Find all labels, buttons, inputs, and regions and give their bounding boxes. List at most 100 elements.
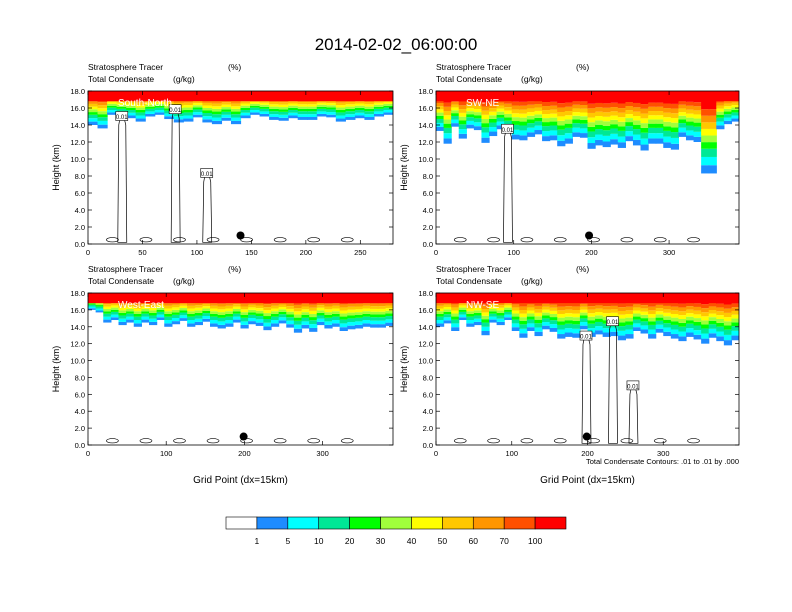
tracer-cell	[458, 105, 467, 110]
y-tick-label: 8.0	[75, 373, 85, 382]
tracer-cell	[473, 108, 483, 113]
tracer-cell	[648, 313, 657, 318]
tracer-cell	[640, 113, 649, 119]
tracer-cell	[383, 110, 393, 113]
tracer-cell	[723, 100, 733, 104]
tracer-cell	[250, 101, 261, 104]
tracer-cell	[473, 305, 483, 308]
tracer-cell	[269, 101, 280, 105]
tracer-cell	[221, 102, 232, 105]
tracer-cell	[685, 313, 695, 317]
tracer-cell	[436, 126, 445, 131]
panel-label: South-North	[118, 98, 172, 109]
tracer-cell	[383, 101, 393, 104]
tracer-cell	[466, 305, 475, 309]
tracer-cell	[149, 315, 158, 319]
tracer-cell	[354, 107, 366, 111]
tracer-cell	[489, 115, 498, 119]
tracer-cell	[149, 312, 158, 316]
y-tick-label: 18.0	[418, 87, 433, 96]
tracer-cell	[716, 114, 725, 118]
tracer-cell	[141, 311, 150, 314]
tracer-cell	[307, 117, 318, 120]
tracer-cell	[595, 312, 604, 316]
tracer-cell	[309, 310, 318, 314]
tracer-cell	[126, 316, 135, 320]
tracer-cell	[549, 320, 558, 325]
tracer-cell	[549, 109, 558, 114]
tracer-cell	[663, 112, 672, 118]
tracer-cell	[473, 112, 483, 116]
condensate-contour	[273, 438, 287, 444]
tracer-cell	[663, 117, 672, 122]
tracer-cell	[232, 311, 242, 314]
tracer-cell	[443, 317, 452, 321]
y-tick-label: 16.0	[418, 306, 433, 315]
tracer-cell	[259, 111, 270, 114]
contour-label: 0.01	[200, 168, 213, 178]
tracer-cell	[519, 310, 528, 314]
tracer-cell	[263, 313, 272, 317]
tracer-cell	[316, 305, 325, 308]
tracer-cell	[595, 134, 604, 140]
tracer-cell	[610, 305, 619, 310]
tracer-cell	[663, 319, 672, 324]
tracer-cell	[655, 133, 664, 139]
tracer-cell	[670, 143, 680, 150]
tracer-cell	[716, 326, 725, 332]
tracer-cell	[731, 330, 739, 336]
tracer-cell	[534, 100, 543, 105]
tracer-cell	[248, 312, 257, 315]
tracer-cell	[194, 310, 203, 313]
condensate-contour	[628, 384, 639, 444]
tracer-cell	[339, 316, 348, 320]
tracer-cell	[473, 312, 483, 316]
tracer-cell	[564, 106, 573, 112]
tracer-cell	[345, 101, 356, 105]
tracer-cell	[126, 101, 137, 104]
tracer-cell	[269, 111, 280, 115]
tracer-cell	[670, 127, 680, 133]
tracer-cell	[269, 104, 280, 107]
tracer-cell	[192, 105, 203, 108]
tracer-cell	[339, 323, 348, 328]
panel-label: NW-SE	[466, 300, 499, 311]
x-tick-label: 100	[191, 248, 204, 257]
tracer-cell	[534, 331, 543, 337]
tracer-cell	[210, 323, 219, 327]
tracer-cell	[632, 116, 642, 121]
tracer-cell	[259, 106, 270, 109]
tracer-cell	[259, 102, 270, 105]
tracer-cell	[504, 107, 513, 111]
tracer-cell	[708, 310, 717, 314]
tracer-cell	[326, 109, 337, 113]
tracer-cell	[370, 317, 379, 321]
tracer-cell	[549, 117, 558, 122]
tracer-cell	[602, 141, 611, 148]
tracer-cell	[171, 312, 181, 315]
tracer-cell	[133, 313, 142, 317]
x-tick-label: 200	[238, 449, 251, 458]
tracer-cell	[511, 319, 520, 324]
tracer-cell	[557, 310, 566, 314]
tracer-cell	[230, 106, 242, 109]
tracer-cell	[183, 118, 194, 122]
tracer-cell	[655, 304, 664, 309]
condensate-contour	[687, 237, 700, 243]
tracer-cell	[194, 315, 203, 319]
tracer-cell	[542, 118, 551, 123]
tracer-cell	[617, 326, 626, 331]
tracer-cell	[88, 121, 99, 125]
tracer-cell	[95, 303, 104, 306]
tracer-cell	[602, 130, 611, 136]
tracer-cell	[192, 114, 203, 118]
y-tick-label: 14.0	[70, 323, 85, 332]
tracer-cell	[194, 312, 203, 316]
tracer-cell	[232, 316, 242, 320]
tracer-cell	[377, 308, 386, 312]
x-axis-label: Grid Point (dx=15km)	[193, 475, 288, 486]
tracer-cell	[564, 328, 573, 333]
tracer-cell	[202, 303, 211, 307]
tracer-cell	[670, 334, 680, 339]
tracer-cell	[97, 124, 108, 129]
